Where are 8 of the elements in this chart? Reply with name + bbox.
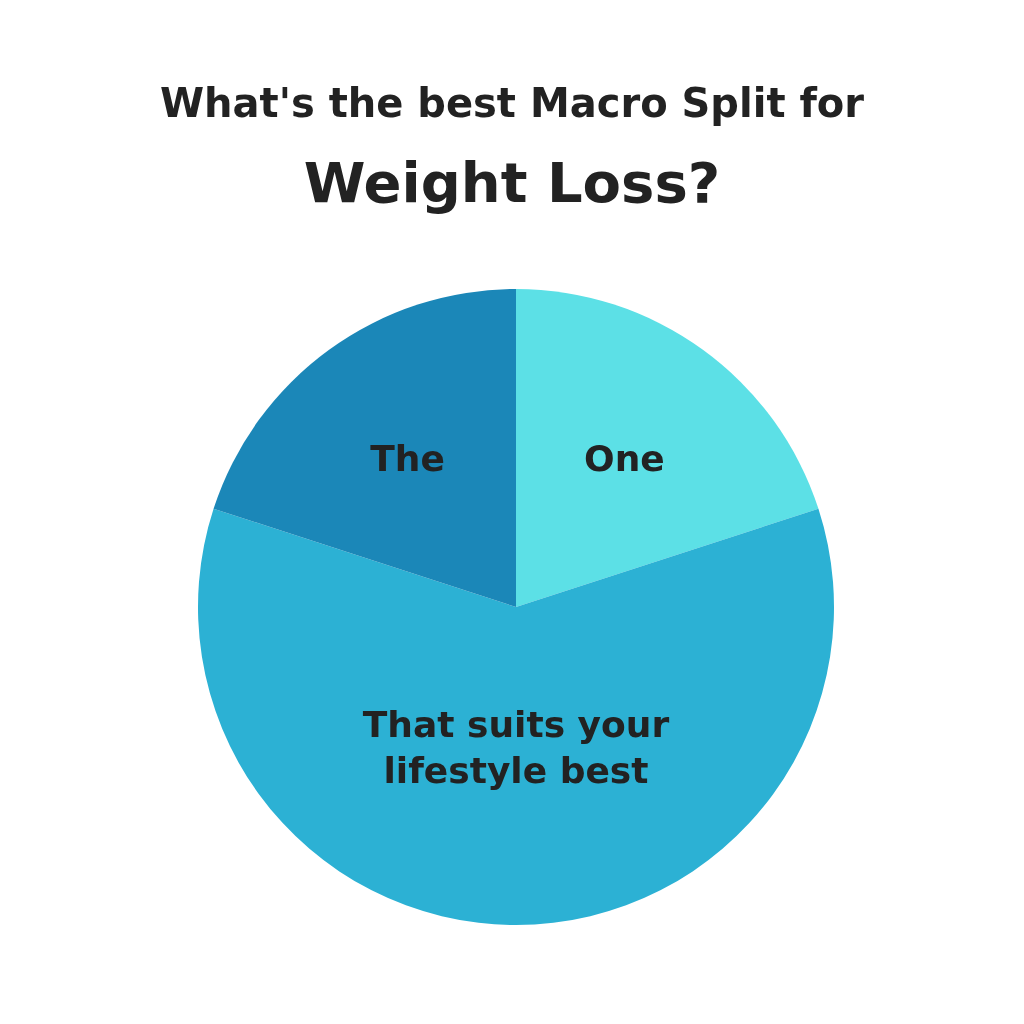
chart-subtitle: Weight Loss? <box>302 150 722 215</box>
chart-title: What's the best Macro Split for <box>158 80 866 126</box>
slice-label: That suits your lifestyle best <box>362 703 670 791</box>
slice-label: One <box>584 437 665 479</box>
pie-slice <box>213 289 516 607</box>
pie-slice <box>198 508 834 925</box>
slice-label: The <box>370 437 445 479</box>
pie-slice <box>516 289 819 607</box>
